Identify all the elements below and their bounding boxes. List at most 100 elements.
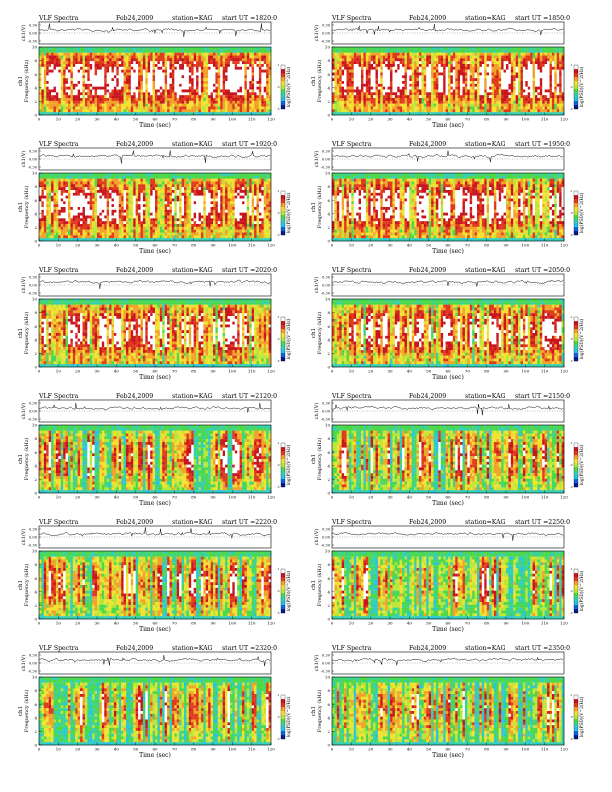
spectrogram-cell [89, 173, 93, 176]
spectrogram-cell [382, 55, 386, 59]
spectrogram-cell [554, 64, 557, 67]
spectrogram-cell [213, 81, 216, 84]
spectrogram-cell [452, 92, 456, 96]
spectrogram-cell [46, 72, 49, 76]
spectrogram-cell [75, 66, 78, 70]
spectrogram-cell [198, 173, 202, 176]
spectrogram-cell [438, 89, 441, 93]
spectrogram-cell [539, 95, 543, 99]
spectrogram-cell [346, 81, 350, 84]
spectrogram-cell [213, 89, 216, 93]
spectrogram-cell [147, 66, 151, 70]
spectrogram-cell [155, 92, 158, 96]
spectrogram-cell [198, 95, 202, 99]
spectrogram-cell [513, 69, 516, 73]
spectrogram-cell [344, 83, 347, 87]
spectrogram-cell [196, 109, 199, 113]
spectrogram-cell [205, 75, 209, 79]
spectrogram-cell [394, 109, 398, 113]
spectrogram-cell [353, 66, 357, 70]
spectrogram-cell [370, 47, 374, 50]
spectrogram-cell [341, 47, 345, 50]
spectrogram-cell [65, 98, 69, 101]
spectrogram-cell [469, 92, 473, 96]
spectrogram-cell [498, 58, 502, 62]
spectrogram-cell [193, 78, 197, 82]
spectrogram-cell [532, 83, 536, 87]
spectrogram-cell [472, 58, 475, 62]
spectrogram-cell [462, 47, 466, 50]
spectrogram-cell [450, 47, 453, 50]
spectrogram-cell [380, 66, 383, 70]
spectrogram-cell [70, 100, 73, 104]
spectrogram-cell [363, 61, 366, 65]
spectrogram-cell [530, 92, 533, 96]
spectrogram-cell [387, 83, 391, 87]
spectrogram-cell [513, 52, 516, 56]
spectrogram-cell [97, 112, 100, 116]
spectrogram-cell [60, 61, 64, 65]
spectrogram-cell [130, 66, 134, 70]
spectrogram-cell [336, 47, 340, 50]
spectrogram-cell [41, 112, 44, 116]
spectrogram-cell [208, 95, 211, 99]
spectrogram-cell [479, 81, 482, 84]
spectrogram-cell [198, 75, 202, 79]
spectrogram-cell [510, 69, 514, 73]
spectrogram-cell [181, 47, 185, 50]
spectrogram-cell [89, 109, 93, 113]
spectrogram-cell [58, 75, 61, 79]
spectrogram-cell [498, 109, 502, 113]
spectrogram-cell [515, 58, 519, 62]
spectrogram-cell [491, 95, 495, 99]
spectrogram-cell [225, 109, 228, 113]
spectrogram-cell [414, 89, 417, 93]
spectrogram-cell [375, 72, 379, 76]
spectrogram-cell [551, 109, 555, 113]
spectrogram-cell [138, 89, 141, 93]
spectrogram-cell [363, 58, 366, 62]
spectrogram-cell [145, 72, 148, 76]
spectrogram-cell [179, 47, 182, 50]
spectrogram-cell [489, 109, 492, 113]
spectrogram-cell [537, 112, 540, 116]
spectrogram-cell [542, 66, 545, 70]
spectrogram-cell [229, 55, 233, 59]
spectrogram-cell [527, 100, 531, 104]
spectrogram-cell [501, 83, 504, 87]
spectrogram-cell [200, 78, 204, 82]
spectrogram-cell [261, 106, 264, 110]
spectrogram-cell [75, 98, 78, 101]
spectrogram-cell [258, 75, 262, 79]
spectrogram-cell [210, 83, 214, 87]
spectrogram-cell [94, 95, 98, 99]
spectrogram-cell [188, 81, 192, 84]
spectrogram-cell [440, 66, 444, 70]
spectrogram-cell [445, 86, 449, 90]
spectrogram-cell [68, 64, 71, 67]
spectrogram-cell [361, 75, 364, 79]
spectrogram-cell [554, 52, 557, 56]
spectrogram-cell [464, 72, 468, 76]
spectrogram-cell [484, 61, 487, 65]
spectrogram-cell [361, 81, 364, 84]
spectrogram-cell [167, 49, 170, 53]
spectrogram-cell [435, 64, 439, 67]
spectrogram-cell [472, 72, 475, 76]
spectrogram-cell [474, 72, 478, 76]
spectrogram-cell [65, 173, 69, 176]
spectrogram-cell [361, 52, 364, 56]
spectrogram-cell [80, 112, 83, 116]
spectrogram-cell [249, 109, 252, 113]
spectrogram-cell [532, 78, 536, 82]
spectrogram-cell [87, 98, 90, 101]
spectrogram-cell [356, 49, 359, 53]
spectrogram-cell [254, 83, 257, 87]
spectrogram-cell [346, 109, 350, 113]
spectrogram-cell [225, 83, 228, 87]
spectrogram-cell [179, 92, 182, 96]
colorbar-swatch [574, 85, 578, 90]
spectrogram-cell [196, 69, 199, 73]
spectrogram-cell [445, 95, 449, 99]
spectrogram-cell [445, 75, 449, 79]
